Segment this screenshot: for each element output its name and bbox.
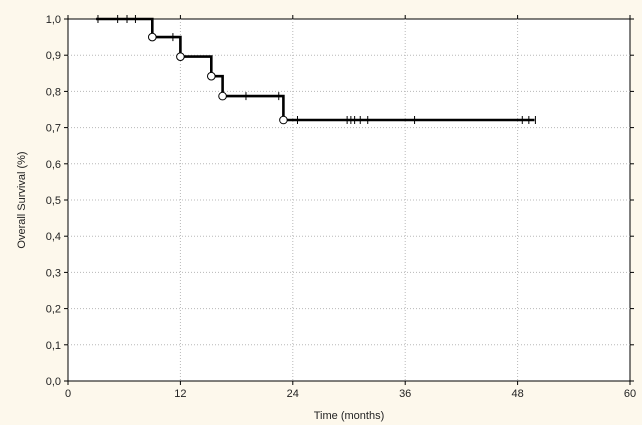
y-tick-label: 1,0 [46,14,61,26]
y-tick-label: 0,9 [46,50,61,62]
x-tick-label: 48 [511,388,523,400]
y-tick-label: 0,6 [46,159,61,171]
y-tick-label: 0,8 [46,86,61,98]
y-tick-label: 0,1 [46,340,61,352]
event-marker [218,91,227,101]
x-tick-label: 24 [287,388,299,400]
y-tick-label: 0,0 [46,376,61,388]
grid-lines [68,19,630,381]
event-marker [148,32,157,42]
y-axis-label: Overall Survival (%) [16,151,28,248]
y-tick-label: 0,7 [46,123,61,135]
x-axis-label: Time (months) [314,410,385,422]
y-tick-label: 0,2 [46,304,61,316]
series-layer [96,15,536,125]
y-tick-label: 0,5 [46,195,61,207]
event-marker [176,52,185,61]
x-tick-label: 36 [399,388,411,400]
x-tick-label: 12 [174,388,186,400]
axis-ticks: 0,0 0,1 0,2 0,3 0,4 0,5 0,6 0,7 0,8 0,9 1,0 0 12 24 36… [46,14,636,400]
event-marker [279,115,288,125]
y-tick-label: 0,3 [46,267,61,279]
event-marker [207,71,216,81]
y-tick-label: 0,4 [46,231,61,243]
x-tick-label: 60 [624,388,636,400]
x-tick-label: 0 [65,388,71,400]
